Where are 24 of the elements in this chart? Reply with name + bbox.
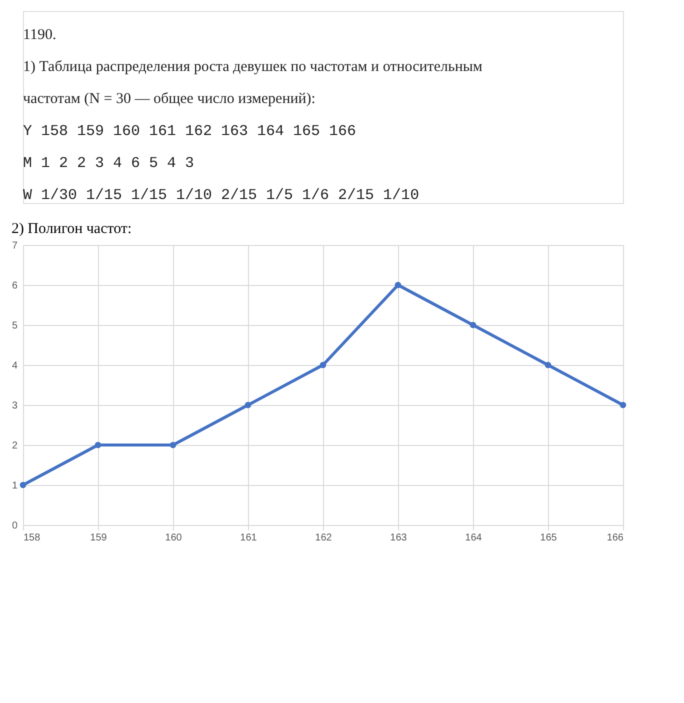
x-tick-label: 163 <box>390 532 408 544</box>
x-tick-label: 166 <box>606 532 624 544</box>
y-tick-label: 2 <box>12 440 18 452</box>
chart-title: 2) Полигон частот: <box>11 221 132 237</box>
x-tick-label: 158 <box>24 532 41 544</box>
y-tick-label: 6 <box>12 280 18 292</box>
text: частотам (N = 30 — общее число измерений): <box>23 91 316 107</box>
text: Y 158 159 160 161 162 163 164 165 166 <box>23 123 356 140</box>
y-tick-label: 3 <box>12 400 18 412</box>
y-tick-label: 0 <box>12 520 18 532</box>
y-tick-label: 5 <box>12 320 18 332</box>
text: W 1/30 1/15 1/15 1/10 2/15 1/5 1/6 2/15 1/10 <box>23 187 420 204</box>
x-tick-label: 164 <box>465 532 482 544</box>
x-tick-label: 160 <box>165 532 182 544</box>
y-tick-label: 7 <box>12 240 18 252</box>
x-tick-label: 165 <box>540 532 558 544</box>
text: M 1 2 2 3 4 6 5 4 3 <box>23 155 194 172</box>
x-tick-label: 161 <box>240 532 258 544</box>
text: 1190. <box>23 27 56 43</box>
x-tick-label: 162 <box>315 532 332 544</box>
x-tick-label: 159 <box>90 532 108 544</box>
y-tick-label: 1 <box>12 480 18 492</box>
text: 1) Таблица распределения роста девушек по частотам и относительным <box>23 59 483 75</box>
y-tick-label: 4 <box>12 360 18 372</box>
